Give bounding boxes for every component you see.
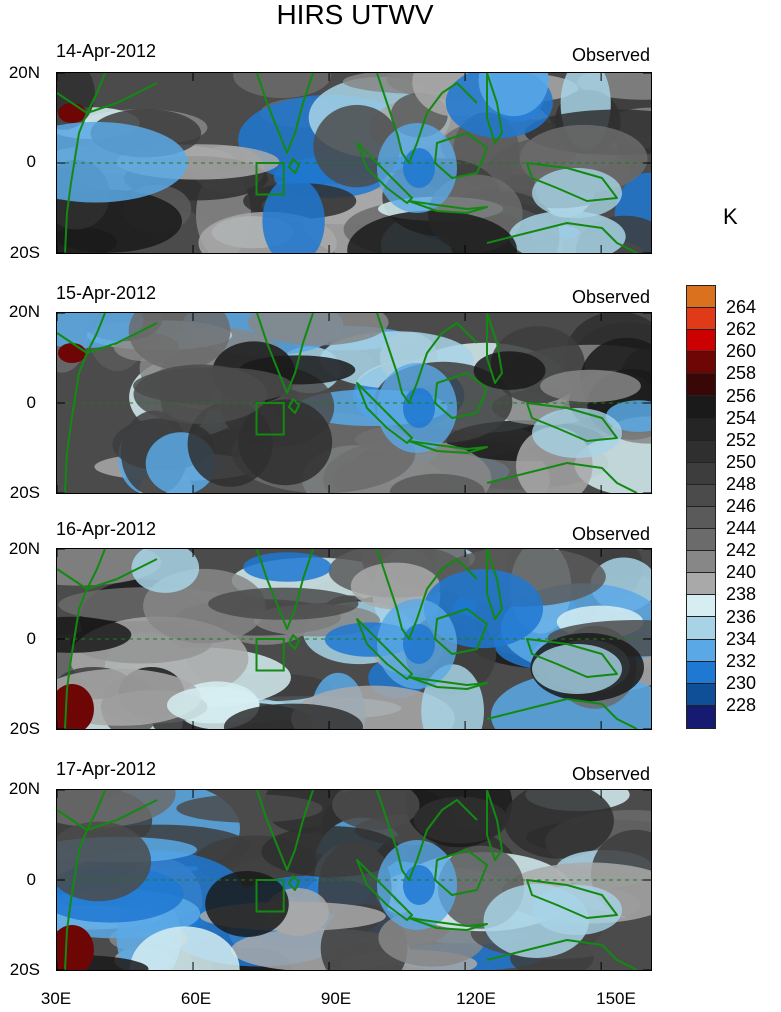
colorbar-swatch: [687, 573, 715, 596]
lat-tick-20n: 20N: [8, 302, 40, 321]
colorbar-tick-label: 232: [726, 650, 757, 671]
colorbar-tick-label: 258: [726, 363, 757, 384]
colorbar-tick-label: 236: [726, 606, 757, 627]
colorbar-swatch: [687, 330, 715, 353]
colorbar-swatch: [687, 551, 715, 574]
colorbar-tick-label: 264: [726, 297, 757, 318]
lon-tick-120e: 120E: [456, 989, 496, 1008]
units-label: K: [723, 204, 738, 229]
lat-tick-0: 0: [26, 870, 36, 889]
colorbar-tick-label: 234: [726, 628, 757, 649]
map-panel-1: [56, 72, 652, 254]
lat-tick-20s: 20S: [9, 483, 40, 502]
lon-tick-90e: 90E: [320, 989, 352, 1008]
colorbar-tick-label: 248: [726, 473, 757, 494]
panel-1-date: 14-Apr-2012: [56, 41, 157, 61]
map-panel-4: [56, 789, 652, 971]
colorbar-swatch: [687, 661, 715, 684]
panel-1-label: Observed: [571, 45, 650, 65]
colorbar-swatch: [687, 595, 715, 618]
colorbar-swatch: [687, 484, 715, 507]
colorbar-tick-label: 252: [726, 429, 757, 450]
map-panel-2: [56, 312, 652, 494]
colorbar-swatch: [687, 639, 715, 662]
colorbar: [686, 285, 716, 729]
panel-4-date: 17-Apr-2012: [56, 759, 157, 779]
colorbar-swatch: [687, 529, 715, 552]
lat-tick-0: 0: [26, 152, 36, 171]
panel-3-date: 16-Apr-2012: [56, 519, 157, 539]
lon-tick-60e: 60E: [180, 989, 212, 1008]
lat-tick-20n: 20N: [8, 539, 40, 558]
lat-tick-0: 0: [26, 393, 36, 412]
colorbar-swatch: [687, 683, 715, 706]
colorbar-swatch: [687, 286, 715, 309]
colorbar-swatch: [687, 352, 715, 375]
colorbar-swatch: [687, 506, 715, 530]
lat-tick-20s: 20S: [9, 243, 40, 262]
figure-title: HIRS UTWV: [276, 0, 434, 30]
panel-4-label: Observed: [571, 764, 650, 784]
colorbar-tick-label: 250: [726, 451, 757, 472]
lat-tick-0: 0: [26, 629, 36, 648]
colorbar-swatch: [687, 440, 715, 463]
colorbar-tick-label: 242: [726, 540, 757, 561]
lat-tick-20s: 20S: [9, 960, 40, 979]
colorbar-tick-label: 256: [726, 385, 757, 406]
panel-2-label: Observed: [571, 287, 650, 307]
panel-2-date: 15-Apr-2012: [56, 283, 157, 303]
colorbar-tick-label: 262: [726, 319, 757, 340]
colorbar-swatch: [687, 374, 715, 397]
colorbar-tick-label: 246: [726, 496, 757, 516]
colorbar-tick-label: 244: [726, 518, 757, 539]
lat-tick-20s: 20S: [9, 719, 40, 738]
lat-tick-20n: 20N: [8, 779, 40, 798]
panel-3-label: Observed: [571, 524, 650, 544]
colorbar-tick-label: 238: [726, 584, 757, 605]
colorbar-tick-label: 254: [726, 407, 757, 428]
colorbar-swatch: [687, 418, 715, 441]
colorbar-swatch: [687, 617, 715, 640]
colorbar-swatch: [687, 396, 715, 419]
map-panel-3: [56, 548, 652, 730]
colorbar-swatch: [687, 705, 715, 728]
colorbar-tick-label: 230: [726, 672, 757, 693]
colorbar-tick-label: 260: [726, 341, 757, 362]
lat-tick-20n: 20N: [8, 63, 40, 82]
colorbar-swatch: [687, 308, 715, 331]
colorbar-tick-label: 240: [726, 562, 757, 583]
colorbar-tick-label: 228: [726, 694, 757, 715]
lon-tick-30e: 30E: [40, 989, 72, 1008]
lon-tick-150e: 150E: [596, 989, 636, 1008]
colorbar-swatch: [687, 462, 715, 485]
